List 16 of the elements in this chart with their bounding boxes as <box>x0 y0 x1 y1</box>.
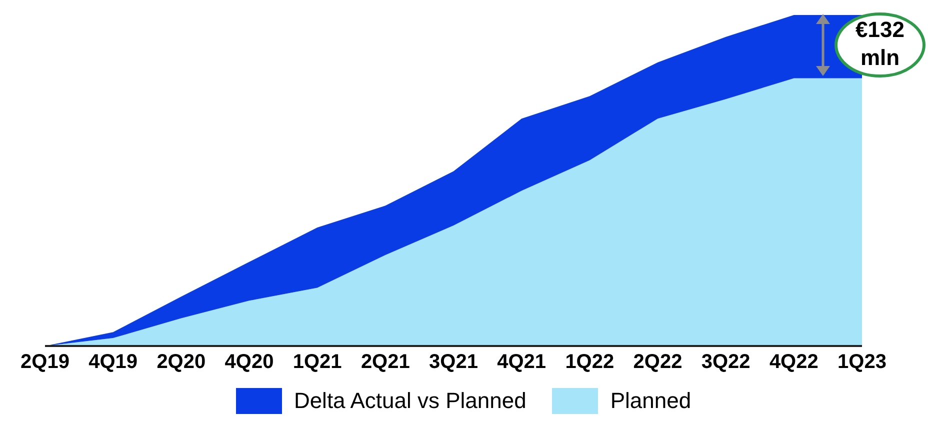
legend-label: Planned <box>610 388 692 414</box>
x-tick-label: 3Q21 <box>429 351 478 374</box>
x-tick-label: 4Q19 <box>88 351 138 374</box>
x-tick-label: 4Q20 <box>224 351 274 374</box>
x-tick-label: 1Q21 <box>292 351 342 374</box>
annotation: €132 mln <box>854 16 906 72</box>
x-tick-label: 2Q21 <box>360 351 410 374</box>
x-tick-label: 2Q19 <box>20 351 70 374</box>
x-tick-label: 2Q20 <box>156 351 206 374</box>
x-tick-label: 2Q22 <box>633 351 682 374</box>
legend-label: Delta Actual vs Planned <box>294 388 526 414</box>
x-tick-label: 1Q22 <box>565 351 614 374</box>
x-tick-label: 4Q22 <box>769 351 818 374</box>
x-tick-label: 1Q23 <box>838 351 886 374</box>
x-tick-label: 4Q21 <box>497 351 546 374</box>
x-tick-label: 3Q22 <box>701 351 750 374</box>
